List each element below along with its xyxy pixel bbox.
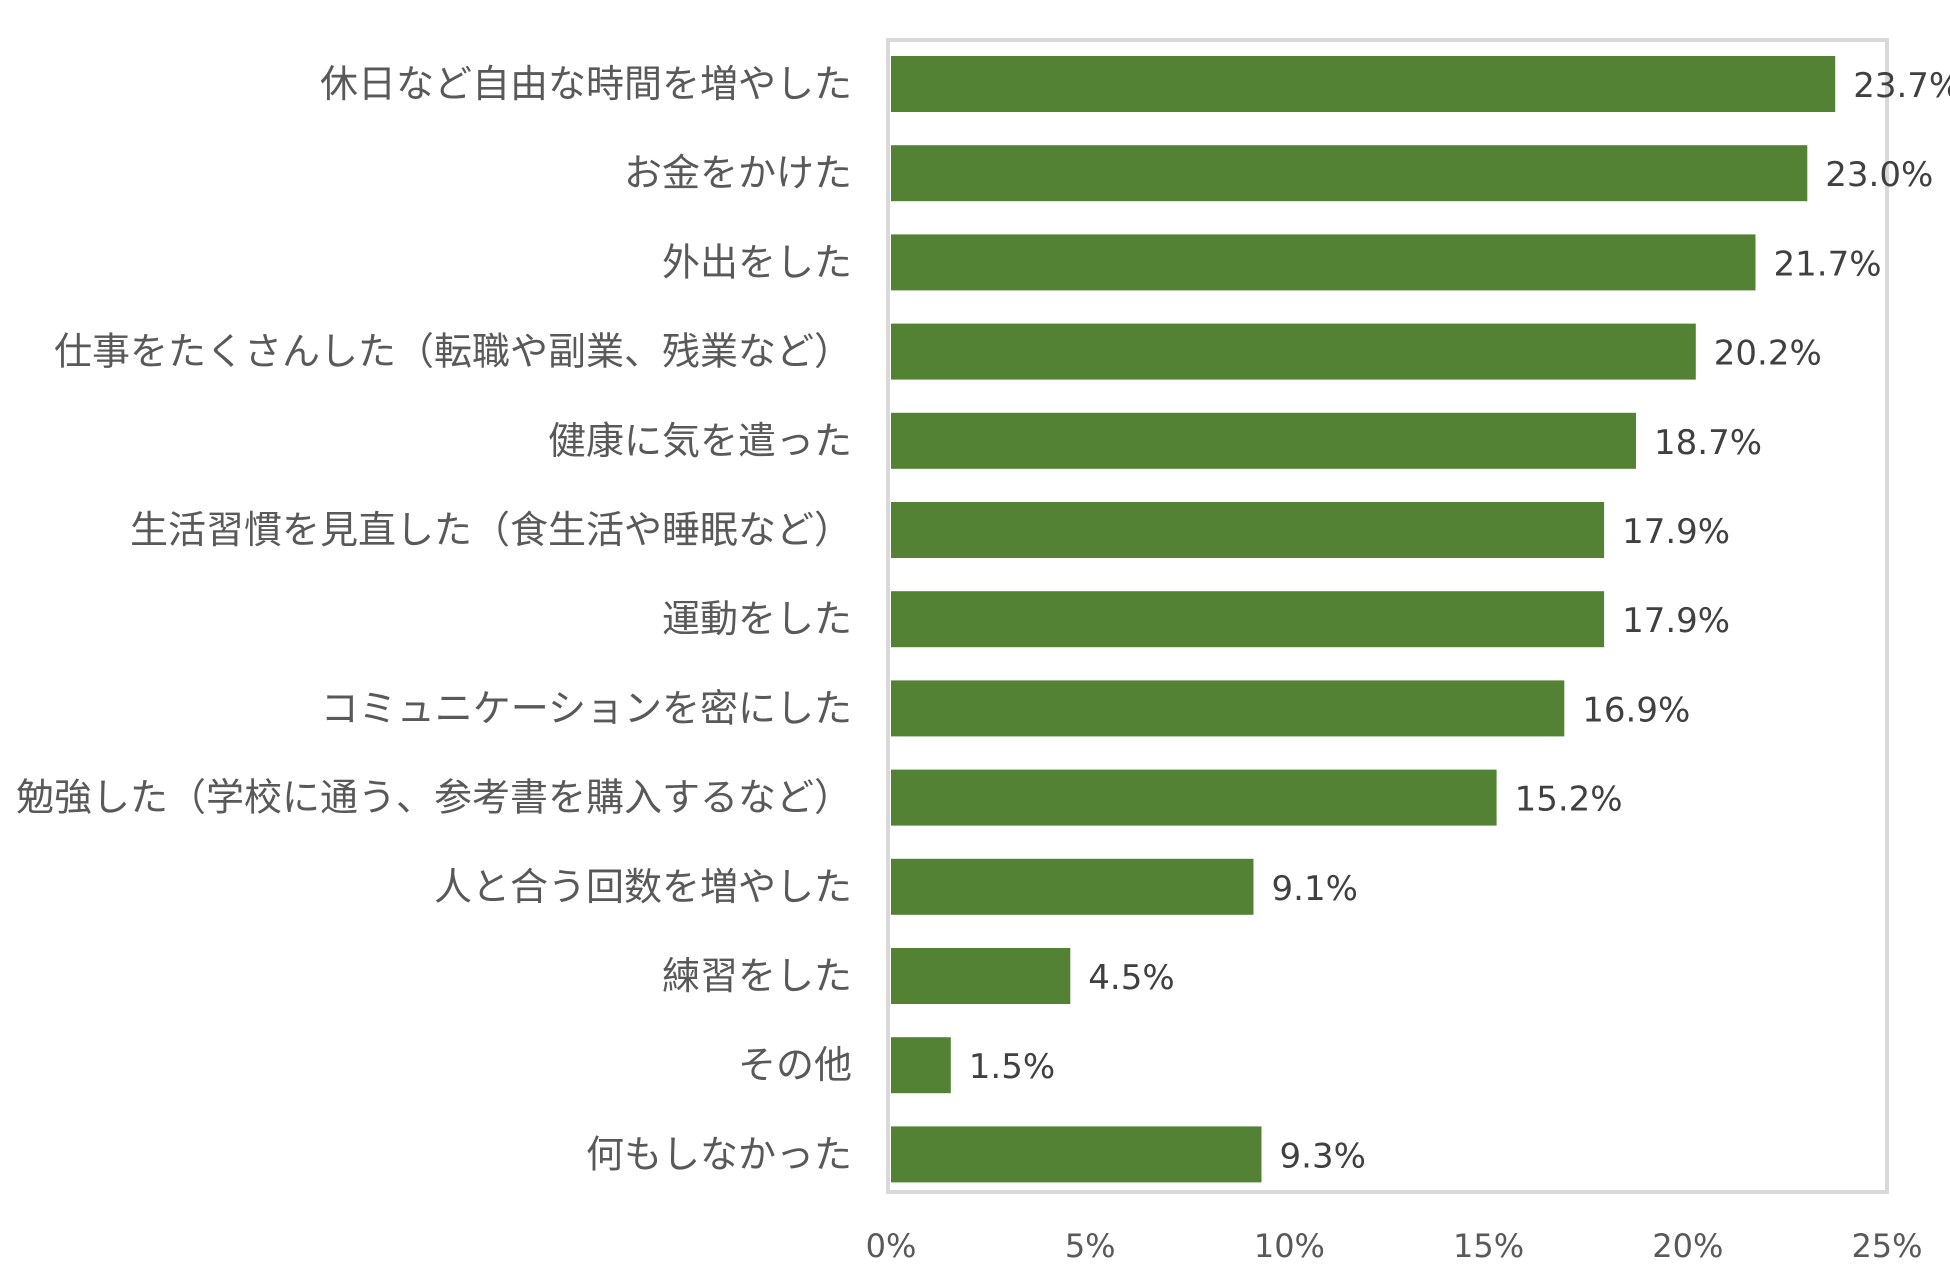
bar bbox=[891, 502, 1605, 558]
x-tick-label: 5% bbox=[1065, 1227, 1116, 1265]
category-label: 何もしなかった bbox=[586, 1132, 852, 1176]
bar bbox=[891, 591, 1605, 648]
bar bbox=[891, 145, 1808, 202]
bar bbox=[891, 323, 1696, 380]
data-label: 15.2% bbox=[1515, 780, 1623, 820]
data-label: 16.9% bbox=[1582, 690, 1690, 730]
data-label: 20.2% bbox=[1714, 334, 1822, 374]
bar bbox=[891, 769, 1497, 826]
data-labels: 23.7% 23.0% 21.7% 20.2% 18.7% 17.9% 17.9% 16.9%… bbox=[969, 66, 1950, 1176]
bar bbox=[891, 948, 1071, 1004]
data-label: 17.9% bbox=[1622, 512, 1730, 552]
category-label: お金をかけた bbox=[624, 151, 852, 195]
bar bbox=[891, 1126, 1262, 1183]
category-label: 仕事をたくさんした（転職や副業、残業など） bbox=[54, 330, 852, 374]
data-label: 23.7% bbox=[1853, 66, 1950, 106]
category-label: 勉強した（学校に通う、参考書を購入するなど） bbox=[16, 776, 852, 820]
bar bbox=[891, 412, 1636, 469]
category-label: 生活習慣を見直した（食生活や睡眠など） bbox=[130, 508, 852, 552]
category-label: 運動をした bbox=[662, 597, 852, 641]
data-label: 18.7% bbox=[1654, 423, 1762, 463]
bar bbox=[891, 1037, 951, 1094]
data-label: 9.3% bbox=[1280, 1136, 1366, 1176]
data-label: 1.5% bbox=[969, 1047, 1055, 1087]
category-label: 外出をした bbox=[662, 240, 852, 284]
category-axis-labels: 休日など自由な時間を増やしたお金をかけた外出をした仕事をたくさんした（転職や副業… bbox=[16, 62, 852, 1176]
bar bbox=[891, 858, 1254, 915]
plot-area-border bbox=[886, 38, 1889, 1194]
category-label: 休日など自由な時間を増やした bbox=[320, 62, 852, 106]
bar bbox=[891, 680, 1565, 737]
data-label: 17.9% bbox=[1622, 601, 1730, 641]
x-tick-label: 0% bbox=[866, 1227, 917, 1265]
x-tick-label: 10% bbox=[1254, 1227, 1325, 1265]
category-label: 人と合う回数を増やした bbox=[434, 865, 852, 909]
data-label: 9.1% bbox=[1272, 869, 1358, 909]
data-label: 4.5% bbox=[1088, 958, 1174, 998]
bar bbox=[891, 56, 1836, 112]
category-label: その他 bbox=[738, 1043, 852, 1087]
x-tick-label: 25% bbox=[1851, 1227, 1922, 1265]
x-tick-label: 20% bbox=[1652, 1227, 1723, 1265]
bar-series bbox=[891, 56, 1836, 1183]
x-tick-label: 15% bbox=[1453, 1227, 1524, 1265]
category-label: コミュニケーションを密にした bbox=[321, 686, 852, 730]
data-label: 23.0% bbox=[1825, 155, 1933, 195]
category-label: 健康に気を遣った bbox=[548, 419, 852, 463]
category-label: 練習をした bbox=[662, 954, 852, 998]
value-axis-tick-labels: 0% 5% 10% 15% 20% 25% bbox=[866, 1227, 1923, 1265]
bar bbox=[891, 234, 1756, 291]
data-label: 21.7% bbox=[1774, 244, 1882, 284]
